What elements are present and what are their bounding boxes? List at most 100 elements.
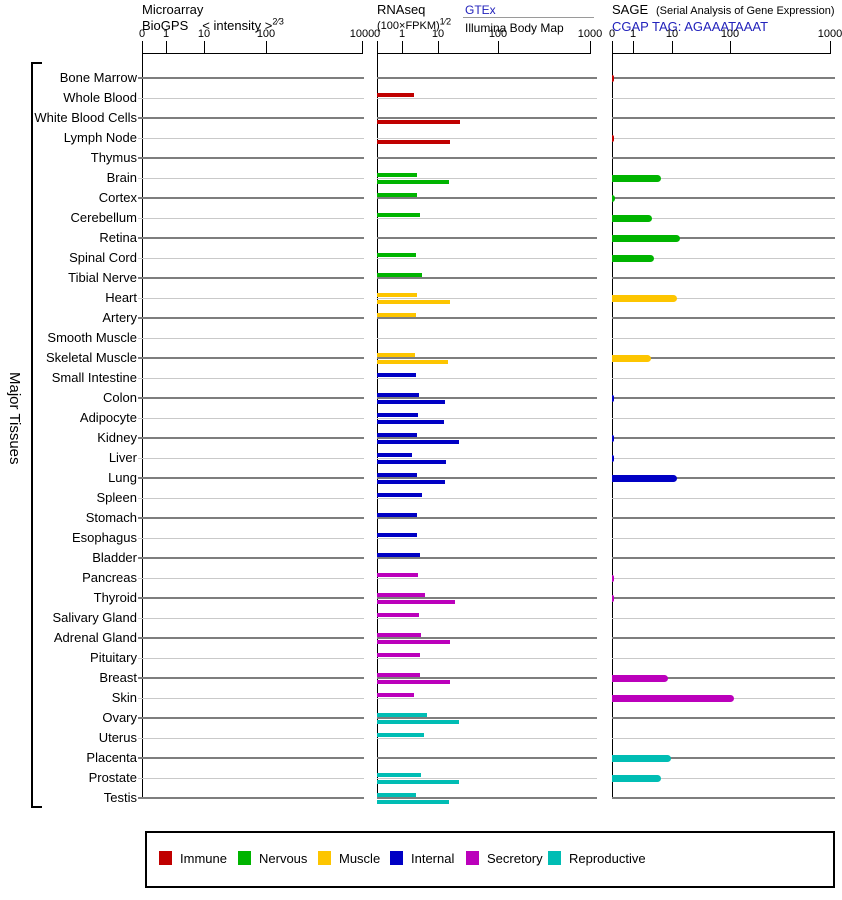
gridline-rna	[377, 277, 597, 279]
axis-tick-sage	[830, 41, 831, 54]
bar-sage-cerebellum	[612, 215, 653, 222]
bar-sage-spinal-cord	[612, 255, 655, 262]
gridline-micro	[138, 597, 364, 599]
gridline-sage	[612, 557, 835, 559]
bar-rnaseq-gtex-whole-blood	[377, 93, 415, 97]
axis-tick-label-rna: 100	[488, 28, 508, 40]
bar-sage-pancreas	[612, 575, 615, 582]
tissue-label: White Blood Cells	[34, 110, 137, 125]
tissue-bracket-bottom-tick	[31, 806, 42, 808]
bar-rnaseq-bodymap-skeletal-muscle	[377, 360, 448, 364]
cgap-tag-link[interactable]: CGAP TAG: AGAAATAAAT	[612, 19, 769, 34]
bar-rnaseq-bodymap-testis	[377, 800, 449, 804]
axis-tick-rna	[590, 41, 591, 54]
axis-zero-line-micro	[142, 41, 143, 798]
gridline-sage	[612, 317, 835, 319]
axis-tick-micro	[166, 41, 167, 54]
gridline-sage	[612, 338, 835, 339]
gridline-rna	[377, 98, 597, 99]
tissue-label: Skeletal Muscle	[45, 350, 137, 365]
gridline-sage	[612, 258, 835, 259]
legend-label: Muscle	[339, 851, 381, 866]
bar-sage-thyroid	[612, 595, 615, 602]
bar-sage-bone-marrow	[612, 75, 615, 82]
gridline-rna	[377, 658, 597, 659]
tissue-label: Salivary Gland	[52, 610, 137, 625]
gridline-micro	[138, 557, 364, 559]
bar-rnaseq-gtex-cerebellum	[377, 213, 421, 217]
gridline-sage	[612, 797, 835, 799]
tissue-label: Breast	[99, 670, 137, 685]
gridline-sage	[612, 437, 835, 439]
axis-tick-label-rna: 10	[431, 28, 445, 40]
gridline-rna	[377, 157, 597, 159]
gridline-rna	[377, 117, 597, 119]
gridline-micro	[138, 637, 364, 639]
bar-rnaseq-bodymap-liver	[377, 460, 446, 464]
tissue-label: Spinal Cord	[69, 250, 137, 265]
bar-rnaseq-bodymap-ovary	[377, 720, 459, 724]
gridline-rna	[377, 597, 597, 599]
rnaseq-scale-exponent: 1⁄2	[439, 16, 452, 27]
gridline-sage	[612, 458, 835, 459]
bar-sage-brain	[612, 175, 661, 182]
gridline-micro	[138, 738, 364, 739]
bar-rnaseq-gtex-salivary-gland	[377, 613, 420, 617]
tissue-label: Thymus	[90, 150, 137, 165]
gridline-sage	[612, 117, 835, 119]
tissue-label: Esophagus	[71, 530, 137, 545]
bar-sage-placenta	[612, 755, 671, 762]
tissue-label: Heart	[105, 290, 137, 305]
gridline-rna	[377, 757, 597, 759]
gridline-micro	[138, 277, 364, 279]
tissue-label: Cortex	[98, 190, 137, 205]
gridline-sage	[612, 637, 835, 639]
axis-tick-label-micro: 1	[162, 28, 170, 40]
tissue-bracket-line	[31, 62, 33, 808]
bar-rnaseq-bodymap-breast	[377, 680, 451, 684]
panel-subtitle-rnaseq: (100×FPKM)1⁄2	[377, 17, 451, 32]
bar-rnaseq-gtex-liver	[377, 453, 413, 457]
gridline-sage	[612, 218, 835, 219]
bar-rnaseq-gtex-adrenal-gland	[377, 633, 422, 637]
gridline-rna	[377, 298, 597, 299]
gridline-micro	[138, 237, 364, 239]
bar-sage-cortex	[612, 195, 616, 202]
gridline-rna	[377, 618, 597, 619]
gridline-micro	[138, 338, 364, 339]
bar-sage-kidney	[612, 435, 615, 442]
gtex-link[interactable]: GTEx	[465, 3, 496, 17]
axis-tick-label-sage: 100	[720, 28, 740, 40]
bar-rnaseq-gtex-thyroid	[377, 593, 425, 597]
bar-rnaseq-gtex-uterus	[377, 733, 424, 737]
bar-rnaseq-bodymap-lymph-node	[377, 140, 451, 144]
gridline-rna	[377, 778, 597, 779]
legend-label: Secretory	[487, 851, 543, 866]
gridline-rna	[377, 637, 597, 639]
gridline-sage	[612, 237, 835, 239]
tissue-label: Bladder	[92, 550, 137, 565]
bar-rnaseq-gtex-spinal-cord	[377, 253, 417, 257]
axis-tick-label-sage: 10	[665, 28, 679, 40]
gridline-micro	[138, 437, 364, 439]
gridline-micro	[138, 157, 364, 159]
axis-tick-micro	[362, 41, 363, 54]
bar-rnaseq-gtex-colon	[377, 393, 420, 397]
gridline-rna	[377, 77, 597, 79]
gridline-micro	[138, 517, 364, 519]
legend-label: Nervous	[259, 851, 308, 866]
gridline-rna	[377, 517, 597, 519]
gridline-micro	[138, 317, 364, 319]
gridline-micro	[138, 677, 364, 679]
axis-tick-label-micro: 100	[256, 28, 276, 40]
tissue-label: Spleen	[96, 490, 137, 505]
bar-sage-prostate	[612, 775, 661, 782]
panel-subtitle-microarray: BioGPS < intensity >2⁄3	[142, 17, 284, 33]
axis-tick-label-rna: 1	[398, 28, 406, 40]
gridline-micro	[138, 138, 364, 139]
axis-line-micro	[142, 53, 363, 54]
gridline-sage	[612, 98, 835, 99]
bar-rnaseq-bodymap-heart	[377, 300, 451, 304]
gridline-micro	[138, 698, 364, 699]
bar-rnaseq-gtex-lung	[377, 473, 417, 477]
